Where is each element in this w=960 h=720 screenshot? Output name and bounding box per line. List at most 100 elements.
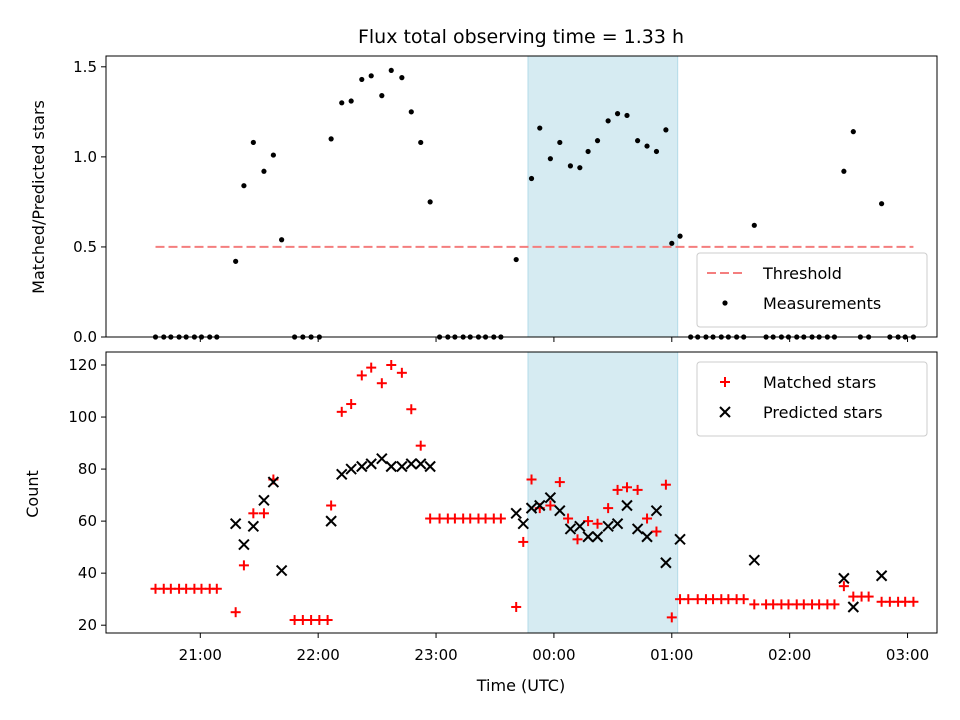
data-marker (534, 499, 546, 512)
data-marker (631, 523, 644, 535)
data-point (669, 240, 675, 246)
data-point (677, 233, 683, 239)
data-marker (674, 533, 686, 546)
data-marker (517, 518, 529, 530)
data-marker (415, 458, 427, 470)
data-point (594, 138, 601, 144)
data-point (644, 143, 650, 149)
data-marker (650, 505, 663, 517)
data-marker (602, 520, 614, 533)
legend-label: Threshold (762, 264, 842, 283)
top-y-axis-title: Matched/Predicted stars (29, 100, 48, 294)
data-point (585, 148, 591, 155)
data-point (368, 73, 374, 79)
data-point (241, 183, 247, 189)
x-tick-label: 02:00 (768, 646, 811, 664)
data-marker (572, 534, 583, 545)
data-marker (326, 500, 337, 511)
data-marker (275, 564, 288, 577)
legend-label: Measurements (763, 294, 881, 313)
data-point (841, 168, 847, 174)
data-marker (545, 500, 556, 511)
data-marker (405, 458, 417, 470)
data-marker (563, 513, 574, 524)
data-point (663, 127, 669, 133)
data-marker (211, 583, 222, 594)
data-marker (385, 460, 397, 473)
bottom-y-axis-title: Count (23, 470, 42, 518)
data-marker (336, 406, 347, 417)
data-marker (247, 520, 260, 533)
data-marker (642, 513, 653, 524)
data-marker (511, 601, 522, 612)
data-point (528, 175, 535, 182)
data-marker (376, 452, 388, 465)
data-marker (238, 538, 250, 551)
legend: Threshold Measurements (696, 252, 928, 328)
data-marker (229, 518, 242, 530)
data-point (233, 258, 239, 264)
data-marker (322, 614, 333, 625)
series-predicted-stars (229, 452, 888, 613)
data-marker (415, 440, 426, 451)
data-marker (346, 399, 357, 410)
data-marker (238, 560, 249, 571)
y-tick-label: 0.0 (73, 328, 97, 346)
data-marker (683, 594, 694, 605)
data-marker (356, 460, 368, 473)
data-marker (396, 460, 408, 473)
data-point (605, 118, 611, 124)
data-marker (660, 479, 671, 490)
legend-marker (722, 300, 728, 306)
data-point (328, 136, 334, 142)
data-marker (582, 531, 594, 543)
y-tick-label: 1.0 (73, 148, 97, 166)
data-marker (908, 596, 919, 607)
data-marker (248, 508, 259, 519)
data-marker (258, 494, 270, 507)
data-marker (230, 607, 241, 618)
data-marker (564, 523, 577, 535)
data-marker (603, 503, 614, 514)
data-marker (424, 460, 436, 473)
data-marker (738, 594, 749, 605)
data-point (577, 165, 583, 171)
data-marker (591, 531, 604, 543)
data-marker (345, 463, 357, 475)
y-tick-label: 80 (78, 460, 97, 478)
legend-label: Matched stars (763, 373, 876, 392)
data-marker (525, 502, 538, 514)
axes-frame (105, 351, 938, 634)
data-point (547, 156, 553, 162)
data-point (418, 139, 424, 146)
data-point (879, 201, 885, 207)
data-marker (386, 360, 397, 371)
data-marker (666, 612, 677, 623)
x-tick-label: 22:00 (297, 646, 340, 664)
y-tick-label: 40 (78, 564, 97, 582)
data-marker (366, 362, 377, 373)
bottom-panel: 20 40 60 80 100 120 21:00 22:00 23:00 00:00 01:00 0… (68, 351, 938, 664)
data-point (348, 98, 354, 104)
x-tick-label: 03:00 (886, 646, 929, 664)
data-point (614, 111, 621, 117)
shaded-observing-span (527, 351, 679, 634)
data-point (751, 222, 757, 228)
data-marker (267, 476, 280, 488)
data-marker (396, 367, 407, 378)
data-marker (518, 536, 529, 547)
data-point (537, 125, 543, 131)
data-marker (847, 601, 860, 613)
data-marker (748, 554, 761, 566)
data-point (624, 112, 630, 119)
data-point (388, 67, 394, 74)
y-tick-label: 120 (68, 356, 97, 374)
data-point (408, 109, 414, 115)
legend: Matched stars Predicted stars (696, 361, 928, 437)
data-marker (325, 515, 337, 527)
data-marker (838, 581, 849, 592)
y-tick-label: 1.5 (73, 58, 97, 76)
data-marker (612, 484, 623, 495)
data-marker (365, 458, 377, 470)
